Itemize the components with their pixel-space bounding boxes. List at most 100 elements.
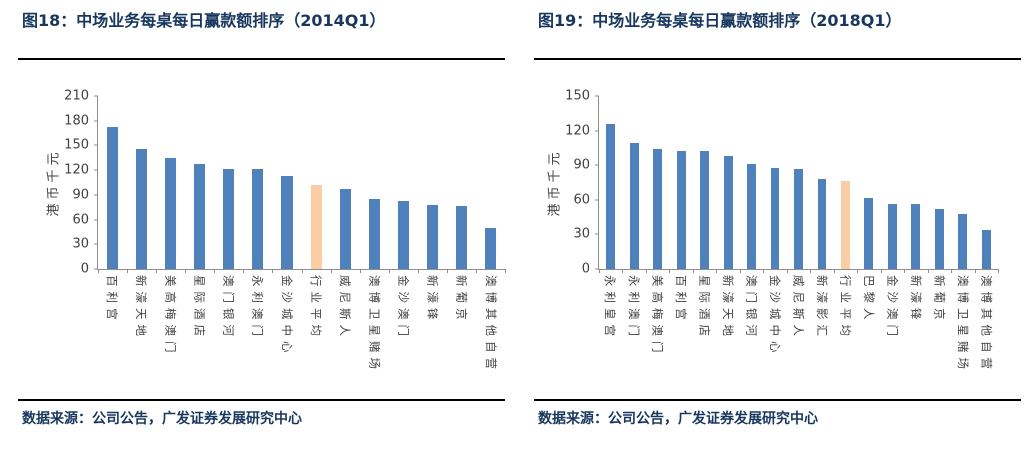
title-rule — [534, 58, 1021, 60]
category-label-text: 新葡京 — [932, 275, 947, 325]
x-tick — [645, 269, 647, 273]
bar-slot — [951, 96, 974, 269]
bar — [252, 168, 264, 269]
source-rule — [534, 399, 1021, 401]
x-tick — [786, 269, 788, 273]
bar-slot — [857, 96, 880, 269]
x-tick — [880, 269, 882, 273]
bar-slot — [476, 96, 505, 269]
category-label-text: 美高梅澳门 — [163, 275, 178, 358]
bar-slot — [928, 96, 951, 269]
x-tick — [810, 269, 812, 273]
bar — [653, 149, 663, 269]
y-tick-mark — [94, 268, 98, 270]
x-tick — [739, 269, 741, 273]
x-tick — [669, 269, 671, 273]
category-labels-row: 永利皇宫 永利澳门 美高梅澳门 百利宫 星际酒店 新濠天地 澳门银河 金沙城中心 威尼斯人 新濠影… — [598, 275, 998, 397]
bars-layer — [599, 96, 998, 269]
bar — [981, 229, 991, 269]
category-label-text: 新濠锋 — [425, 275, 440, 325]
y-tick-label: 60 — [72, 212, 89, 228]
bar-slot — [763, 96, 786, 269]
y-tick: 30 — [72, 237, 98, 252]
y-tick-mark — [595, 268, 599, 270]
bar — [723, 155, 733, 269]
bar-slot — [360, 96, 389, 269]
bar-chart-2018q1: 0 30 60 90 120 150 港币千元 永利皇宫 永利澳门 美高梅澳门 百利宫 星际酒店 新濠天… — [516, 89, 1032, 397]
bar — [700, 151, 710, 269]
y-tick-mark — [595, 95, 599, 97]
bar-slot — [787, 96, 810, 269]
x-tick — [272, 269, 274, 273]
bar — [629, 143, 639, 269]
y-tick: 60 — [72, 212, 98, 227]
y-tick: 210 — [64, 89, 98, 104]
y-tick-mark — [94, 194, 98, 196]
title-rule — [18, 58, 505, 60]
y-tick-mark — [595, 130, 599, 132]
category-label: 澳门银河 — [214, 275, 243, 397]
y-tick: 150 — [64, 138, 98, 153]
x-tick — [446, 269, 448, 273]
y-tick-mark — [94, 144, 98, 146]
bar — [223, 168, 235, 269]
category-label: 新濠天地 — [716, 275, 740, 397]
y-tick: 120 — [64, 163, 98, 178]
category-label: 星际酒店 — [692, 275, 716, 397]
category-label-text: 澳博卫星赌场 — [956, 275, 971, 374]
category-label: 金沙澳门 — [388, 275, 417, 397]
bar — [817, 179, 827, 269]
bar — [455, 206, 467, 269]
category-label-text: 威尼斯人 — [791, 275, 806, 341]
category-label: 新葡京 — [927, 275, 951, 397]
x-tick — [505, 269, 506, 273]
bar-slot — [599, 96, 622, 269]
bar — [606, 123, 616, 269]
bar-slot — [156, 96, 185, 269]
x-tick — [951, 269, 953, 273]
category-label: 新濠影汇 — [810, 275, 834, 397]
y-tick-mark — [94, 95, 98, 97]
category-label: 美高梅澳门 — [155, 275, 184, 397]
bar-slot — [214, 96, 243, 269]
category-label: 新濠锋 — [904, 275, 928, 397]
category-label-text: 威尼斯人 — [338, 275, 353, 341]
bar — [194, 164, 206, 269]
category-label-text: 澳门银河 — [221, 275, 236, 341]
bar-slot — [834, 96, 857, 269]
category-label: 澳门银河 — [739, 275, 763, 397]
category-label-text: 金沙城中心 — [279, 275, 294, 358]
y-tick: 60 — [573, 192, 599, 207]
source-note: 数据来源：公司公告，广发证券发展研究中心 — [22, 411, 302, 427]
x-tick — [475, 269, 477, 273]
bar — [770, 167, 780, 269]
category-label: 威尼斯人 — [330, 275, 359, 397]
bar — [485, 227, 497, 269]
x-tick — [833, 269, 835, 273]
x-tick — [417, 269, 419, 273]
category-label: 金沙城中心 — [763, 275, 787, 397]
y-tick: 90 — [573, 158, 599, 173]
x-tick — [388, 269, 390, 273]
bar — [397, 200, 409, 269]
category-label: 永利澳门 — [243, 275, 272, 397]
category-label-text: 金沙澳门 — [885, 275, 900, 341]
y-tick: 90 — [72, 187, 98, 202]
x-tick — [214, 269, 216, 273]
bar — [165, 157, 177, 269]
category-label: 新濠锋 — [418, 275, 447, 397]
category-label: 行业平均 — [833, 275, 857, 397]
category-label: 金沙澳门 — [880, 275, 904, 397]
y-tick-label: 180 — [64, 113, 89, 129]
x-tick — [716, 269, 718, 273]
category-label-text: 新濠影汇 — [815, 275, 830, 341]
bar — [934, 209, 944, 269]
bar-slot — [331, 96, 360, 269]
bar-slot — [185, 96, 214, 269]
bar-slot — [418, 96, 447, 269]
bar-slot — [693, 96, 716, 269]
category-label: 澳博卫星赌场 — [359, 275, 388, 397]
plot-area: 0 30 60 90 120 150 港币千元 — [548, 89, 999, 277]
category-label-text: 澳博卫星赌场 — [367, 275, 382, 374]
